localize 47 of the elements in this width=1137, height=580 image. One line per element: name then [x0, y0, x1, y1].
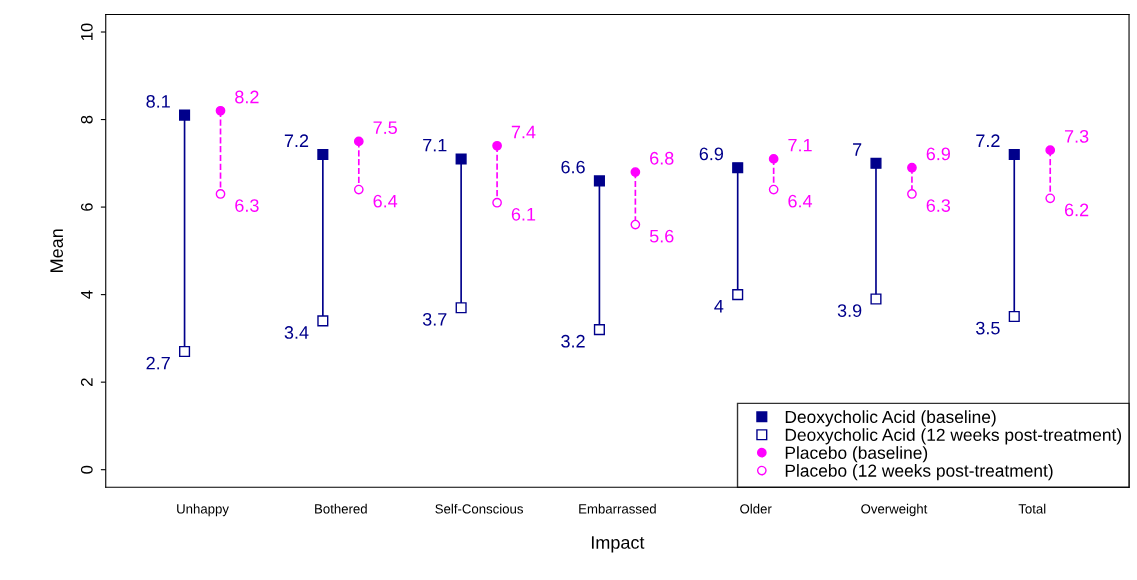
data-label: 3.4: [284, 326, 309, 339]
legend-label: Deoxycholic Acid (baseline): [785, 410, 996, 427]
data-label: 6.4: [788, 194, 813, 208]
data-label: 7.3: [1064, 129, 1089, 143]
data-label: 6.3: [235, 199, 259, 212]
data-label: 3.5: [976, 321, 1000, 335]
y-tick-label: 2: [80, 378, 93, 386]
x-tick-label: Overweight: [861, 503, 928, 517]
y-tick-label: 4: [81, 290, 93, 299]
data-label: 6.1: [511, 207, 536, 221]
data-label: 6.8: [650, 151, 674, 165]
y-tick-label: 6: [80, 203, 93, 211]
data-label: 6.4: [373, 194, 398, 208]
data-label: 7.2: [976, 134, 1000, 147]
legend-label: Placebo (baseline): [785, 446, 928, 463]
data-label: 7.2: [284, 134, 309, 147]
data-label: 3.7: [422, 312, 447, 326]
y-tick-label: 10: [80, 23, 93, 40]
data-label: 6.3: [926, 199, 951, 212]
data-label: 4: [714, 300, 724, 313]
data-label: 3.9: [837, 304, 862, 317]
x-tick-label: Unhappy: [177, 503, 229, 517]
data-label: 5.6: [649, 229, 674, 243]
data-label: 7: [853, 143, 862, 156]
x-tick-label: Older: [740, 503, 772, 514]
y-tick-label: 0: [80, 465, 93, 474]
data-label: 6.9: [926, 147, 951, 161]
data-label: 2.7: [146, 356, 170, 370]
x-tick-label: Bothered: [315, 503, 367, 514]
data-label: 8.1: [146, 94, 170, 108]
x-tick-label: Embarrassed: [579, 503, 656, 514]
y-axis-title: Mean: [50, 229, 64, 272]
data-label: 6.2: [1064, 203, 1089, 217]
legend-label: Deoxycholic Acid (12 weeks post-treatment): [785, 428, 1122, 445]
data-label: 8.2: [235, 90, 259, 104]
data-label: 7.5: [373, 121, 397, 135]
x-tick-label: Total: [1018, 503, 1046, 514]
data-label: 6.6: [561, 160, 585, 174]
data-label: 7.1: [423, 138, 447, 152]
x-tick-label: Self-Conscious: [435, 503, 523, 514]
x-axis-title: Impact: [591, 536, 645, 553]
data-label: 7.1: [788, 138, 812, 152]
data-label: 3.2: [561, 334, 585, 348]
data-label: 6.9: [699, 147, 724, 161]
y-tick-label: 8: [80, 115, 93, 124]
legend-label: Placebo (12 weeks post-treatment): [785, 464, 1053, 481]
data-label: 7.4: [511, 125, 536, 139]
